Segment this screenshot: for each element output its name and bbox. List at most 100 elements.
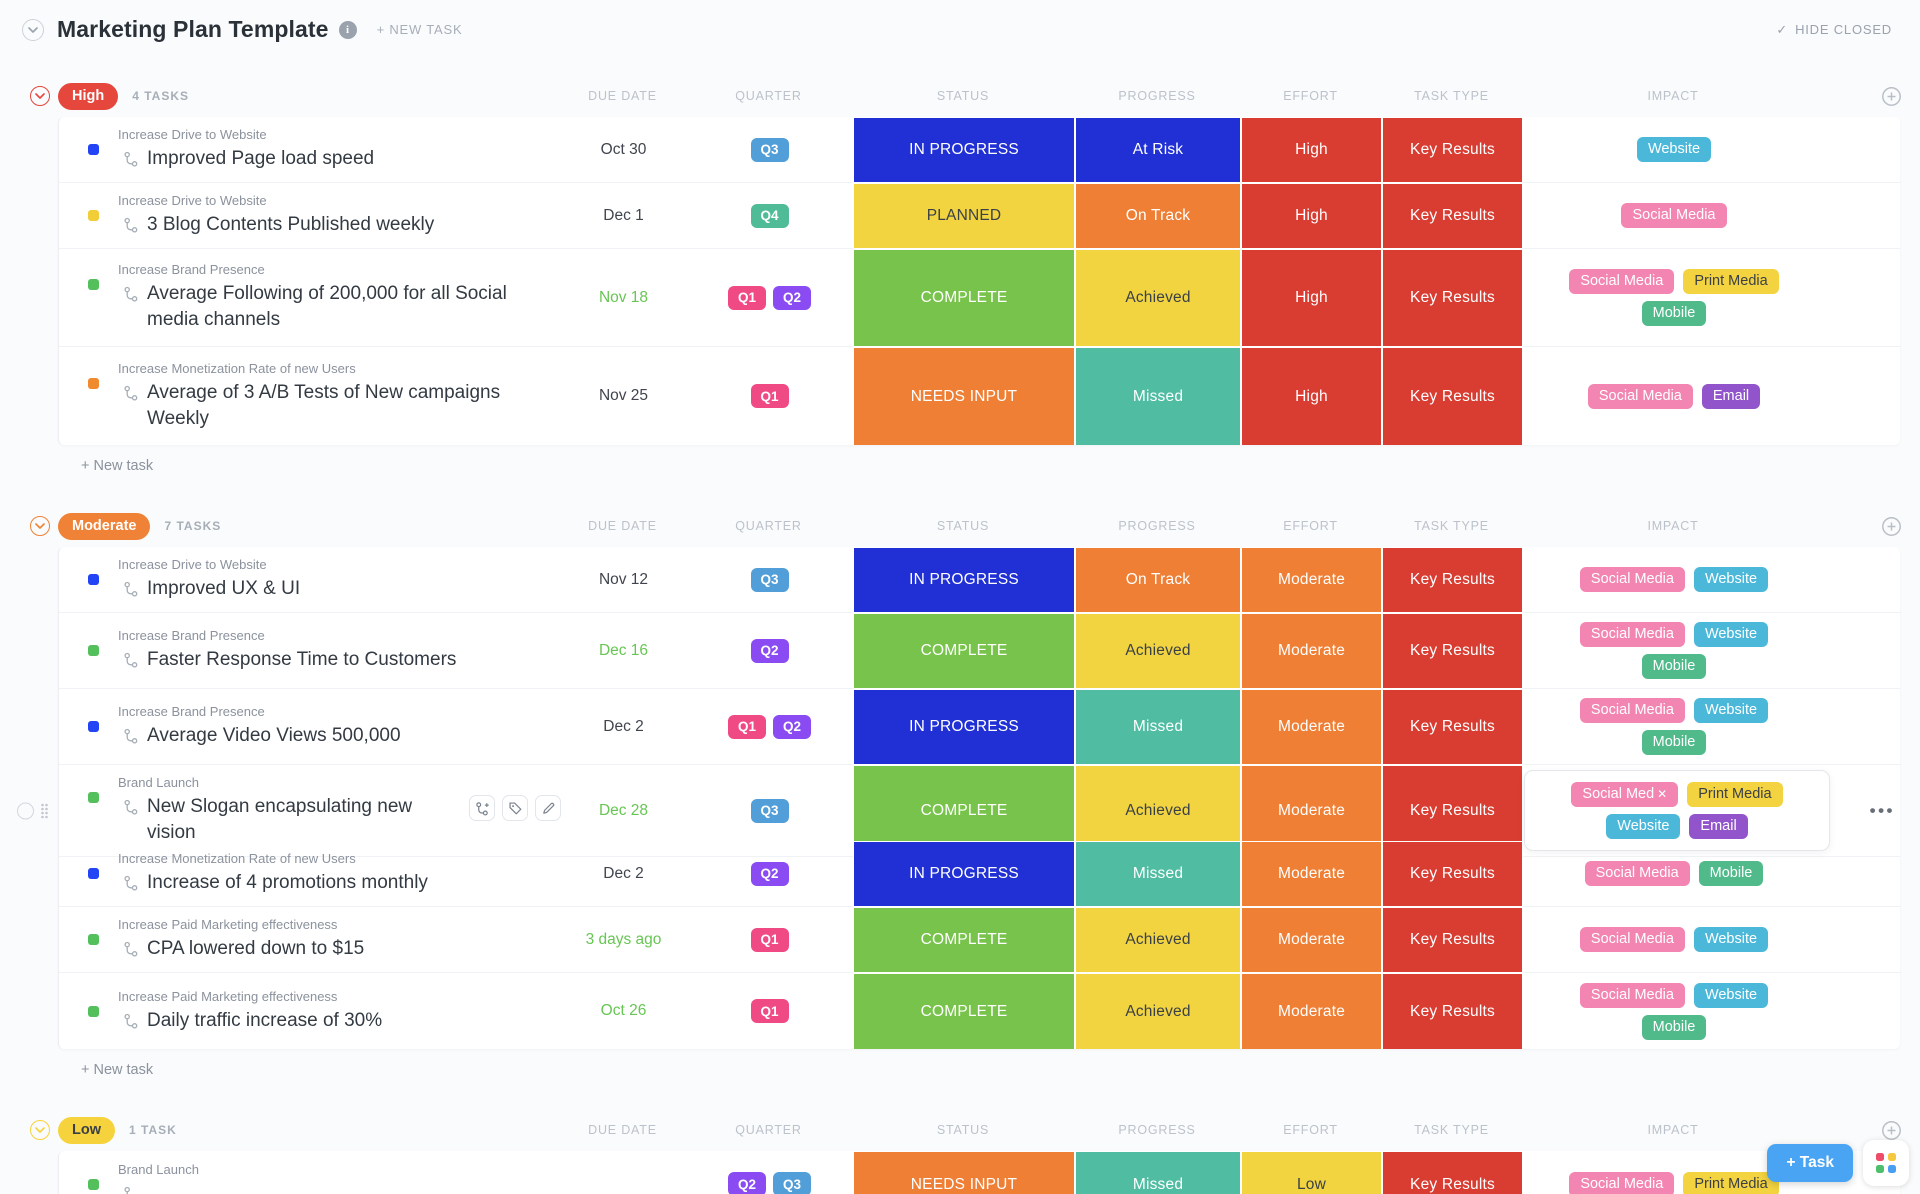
priority-badge[interactable]: Low [58, 1116, 115, 1144]
quarter-badge-q3[interactable]: Q3 [773, 1172, 811, 1194]
quarter-badge-q2[interactable]: Q2 [728, 1172, 766, 1194]
collapse-group-icon[interactable] [30, 516, 50, 536]
quarter-cell[interactable]: Q2 [686, 613, 853, 689]
effort-cell[interactable]: Moderate [1241, 613, 1382, 689]
status-square-icon[interactable] [88, 934, 99, 945]
effort-cell[interactable]: Moderate [1241, 547, 1382, 613]
due-date[interactable]: Nov 18 [561, 249, 686, 347]
progress-cell[interactable]: Achieved [1075, 973, 1241, 1049]
quarter-badge-q1[interactable]: Q1 [728, 714, 766, 739]
quarter-badge-q2[interactable]: Q2 [750, 638, 789, 663]
task-title[interactable]: Average Following of 200,000 for all Soc… [147, 283, 507, 330]
impact-cell[interactable]: Social Media Website [1523, 907, 1825, 973]
drag-handle-icon[interactable] [40, 803, 49, 819]
impact-tag-website[interactable]: Website [1693, 567, 1769, 592]
due-date[interactable]: 3 days ago [561, 907, 686, 973]
quarter-cell[interactable]: Q1 Q2 [686, 689, 853, 765]
progress-cell[interactable]: Achieved [1075, 249, 1241, 347]
impact-tag-mobile[interactable]: Mobile [1641, 730, 1707, 755]
impact-tag-website[interactable]: Website [1606, 814, 1681, 839]
quarter-badge-q1[interactable]: Q1 [750, 999, 789, 1023]
progress-cell[interactable]: Missed [1075, 1151, 1241, 1194]
effort-cell[interactable]: Moderate [1241, 689, 1382, 765]
effort-cell[interactable]: Moderate [1241, 973, 1382, 1049]
tag-button[interactable] [502, 795, 528, 821]
impact-tag-website[interactable]: Website [1693, 698, 1769, 723]
task-title[interactable]: CPA lowered down to $15 [147, 938, 365, 959]
quarter-cell[interactable]: Q3 [686, 765, 853, 857]
progress-cell[interactable]: On Track [1075, 547, 1241, 613]
status-cell[interactable]: COMPLETE [853, 613, 1075, 689]
impact-tag-website[interactable]: Website [1636, 137, 1712, 162]
task-title[interactable]: Average of 3 A/B Tests of New campaigns … [147, 381, 501, 429]
priority-badge[interactable]: Moderate [58, 512, 151, 540]
status-square-icon[interactable] [88, 721, 99, 732]
task-type-cell[interactable]: Key Results [1382, 547, 1523, 613]
progress-cell[interactable]: Missed [1075, 347, 1241, 445]
task-type-cell[interactable]: Key Results [1382, 249, 1523, 347]
impact-tag-website[interactable]: Website [1693, 622, 1769, 647]
progress-cell[interactable]: Missed [1075, 841, 1241, 907]
quarter-badge-q2[interactable]: Q2 [773, 285, 811, 310]
impact-cell[interactable]: Social Media Website Mobile [1523, 973, 1825, 1049]
add-column-icon[interactable] [1881, 86, 1902, 107]
impact-tag-mobile[interactable]: Mobile [1641, 1014, 1707, 1040]
impact-tag-social-media[interactable]: Social Media [1621, 203, 1727, 228]
status-cell[interactable]: IN PROGRESS [853, 547, 1075, 613]
subtask-link-icon[interactable] [123, 728, 139, 749]
task-type-cell[interactable]: Key Results [1382, 841, 1523, 907]
task-type-cell[interactable]: Key Results [1382, 613, 1523, 689]
remove-tag-icon[interactable]: ✕ [1657, 787, 1668, 801]
quarter-badge-q1[interactable]: Q1 [750, 927, 789, 952]
quarter-badge-q2[interactable]: Q2 [773, 714, 811, 739]
subtask-link-icon[interactable] [123, 581, 139, 602]
subtask-link-icon[interactable] [123, 652, 139, 673]
status-square-icon[interactable] [88, 645, 99, 656]
effort-cell[interactable]: Moderate [1241, 841, 1382, 907]
task-title[interactable]: Increase of 4 promotions monthly [147, 872, 428, 893]
new-task-row[interactable]: + New task [81, 458, 154, 474]
status-square-icon[interactable] [88, 792, 99, 803]
status-cell[interactable]: COMPLETE [853, 973, 1075, 1049]
effort-cell[interactable]: High [1241, 347, 1382, 445]
due-date[interactable]: Dec 2 [561, 689, 686, 765]
status-cell[interactable]: IN PROGRESS [853, 117, 1075, 183]
progress-cell[interactable]: Missed [1075, 689, 1241, 765]
new-task-row[interactable]: + New task [81, 1062, 154, 1078]
task-select-circle[interactable] [17, 802, 34, 819]
collapse-group-icon[interactable] [30, 1120, 50, 1140]
subtask-link-icon[interactable] [123, 151, 139, 172]
due-date[interactable]: Oct 26 [600, 1002, 647, 1019]
progress-cell[interactable]: Achieved [1075, 907, 1241, 973]
impact-tag-social-media[interactable]: Social Media [1579, 622, 1685, 647]
status-square-icon[interactable] [88, 377, 99, 389]
effort-cell[interactable]: High [1241, 117, 1382, 183]
impact-cell[interactable]: Social Med ✕ Print Media Website Email [1523, 765, 1830, 857]
quarter-badge-q1[interactable]: Q1 [728, 285, 766, 310]
impact-tag-print-media[interactable]: Print Media [1683, 269, 1779, 294]
task-title[interactable]: Daily traffic increase of 30% [147, 1009, 383, 1031]
subtask-link-icon[interactable] [123, 1186, 139, 1194]
status-square-icon[interactable] [88, 1178, 99, 1190]
impact-tag-social-media[interactable]: Social Media [1569, 1171, 1675, 1194]
status-cell[interactable]: NEEDS INPUT [853, 347, 1075, 445]
edit-title-button[interactable] [535, 795, 561, 821]
effort-cell[interactable]: Low [1241, 1151, 1382, 1194]
subtask-link-icon[interactable] [123, 941, 139, 962]
quarter-badge-q3[interactable]: Q3 [750, 567, 789, 592]
quarter-cell[interactable]: Q1 Q2 [686, 249, 853, 347]
status-square-icon[interactable] [88, 574, 99, 585]
due-date[interactable]: Nov 25 [598, 387, 649, 404]
impact-tag-website[interactable]: Website [1693, 927, 1769, 952]
subtask-link-icon[interactable] [123, 385, 139, 406]
impact-tag-social-media[interactable]: Social Media [1569, 269, 1675, 294]
quarter-cell[interactable]: Q2 [686, 841, 853, 907]
task-title[interactable]: Faster Response Time to Customers [147, 649, 457, 670]
subtask-link-icon[interactable] [123, 799, 139, 820]
due-date[interactable]: Oct 30 [561, 117, 686, 183]
impact-cell[interactable]: Social Media Website [1523, 547, 1825, 613]
quarter-badge-q1[interactable]: Q1 [750, 384, 789, 408]
impact-cell[interactable]: Social Media Website Mobile [1523, 689, 1825, 765]
task-type-cell[interactable]: Key Results [1382, 183, 1523, 249]
impact-tag-social-media[interactable]: Social Media [1579, 567, 1685, 592]
